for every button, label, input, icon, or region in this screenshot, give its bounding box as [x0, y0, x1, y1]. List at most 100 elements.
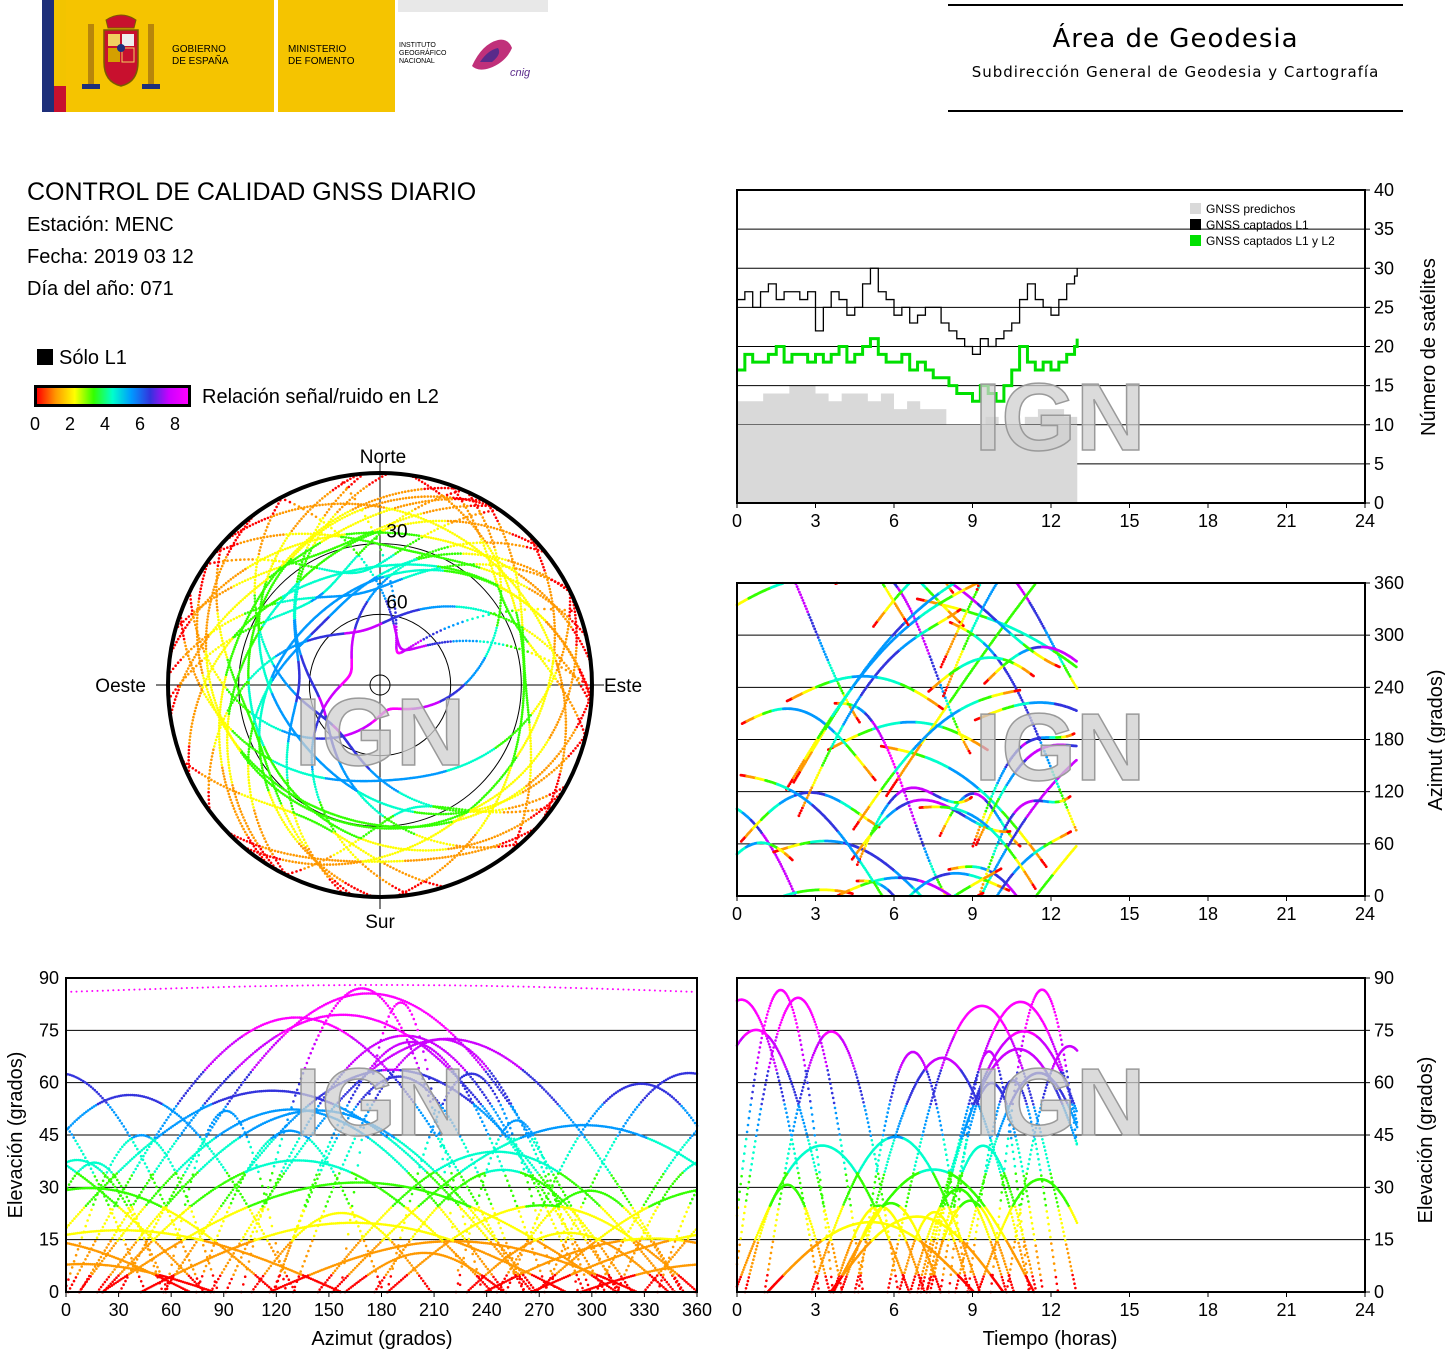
azimuth-track-point: [924, 850, 928, 854]
azimuth-track-point: [787, 879, 791, 883]
elevation-azimuth-point: [265, 1269, 269, 1273]
azimuth-track-point: [796, 587, 800, 591]
azimuth-track-point: [821, 647, 825, 651]
azimuth-track-point: [1000, 791, 1004, 795]
elevation-azimuth-point: [175, 1278, 179, 1282]
azimuth-track-point: [877, 730, 880, 733]
azimuth-track-point: [839, 687, 842, 690]
azimuth-track-point: [996, 840, 1000, 844]
y-tick-label: 30: [39, 1177, 59, 1197]
y-tick-label: 360: [1374, 573, 1404, 593]
elevation-azimuth-point: [336, 1284, 340, 1288]
azimuth-track-point: [828, 663, 832, 667]
azimuth-track-point: [824, 756, 828, 760]
azimuth-track-point: [1043, 629, 1047, 632]
azimuth-track-point: [778, 860, 781, 864]
elevation-azimuth-point: [266, 1208, 270, 1211]
azimuth-track-point: [806, 610, 809, 614]
azimuth-track-point: [909, 807, 912, 811]
azimuth-track-point: [900, 784, 904, 788]
elevation-azimuth-point: [477, 1280, 480, 1283]
elevation-azimuth-point: [385, 1235, 388, 1238]
azimuth-track-point: [972, 841, 976, 845]
azimuth-track-point: [803, 604, 807, 608]
azimuth-track-point: [1075, 659, 1078, 663]
elevation-azimuth-point: [170, 1263, 173, 1267]
azimuth-track-point: [978, 835, 982, 839]
elevation-azimuth-point: [400, 1220, 403, 1224]
elevation-azimuth-point: [344, 1276, 347, 1280]
azimuth-track-point: [818, 768, 822, 772]
azimuth-track-point: [989, 592, 992, 596]
azimuth-track-point: [1010, 678, 1013, 682]
elevation-azimuth-point: [216, 1113, 220, 1117]
y-tick-label: 0: [49, 1282, 59, 1302]
elevation-azimuth-point: [361, 1258, 365, 1262]
elevation-azimuth-point: [391, 1241, 394, 1244]
elevation-azimuth-point: [185, 1272, 189, 1276]
elevation-azimuth-point: [423, 1199, 426, 1203]
station-label: Estación: MENC: [27, 209, 476, 241]
elevation-azimuth-point: [392, 1243, 396, 1246]
azimuth-track-point: [917, 831, 920, 834]
azimuth-track-point: [931, 867, 935, 871]
azimuth-track-point: [1051, 770, 1054, 774]
legend-swatch: [1190, 235, 1201, 246]
azimuth-track-point: [808, 791, 811, 795]
x-tick-label: 6: [889, 511, 899, 531]
elevation-azimuth-point: [404, 1217, 407, 1220]
elevation-azimuth-point: [279, 1252, 282, 1255]
date-label: Fecha: 2019 03 12: [27, 241, 476, 273]
gobierno-panel: [66, 0, 274, 112]
azimuth-track-point: [970, 629, 974, 633]
azimuth-track-point: [1042, 626, 1046, 630]
azimuth-track-point: [884, 743, 887, 747]
azimuth-track-point: [939, 683, 942, 687]
azimuth-track-point: [951, 591, 955, 594]
azimuth-track-point: [776, 858, 780, 862]
azimuth-track-point: [985, 882, 989, 886]
azimuth-track-point: [986, 869, 990, 872]
azimuth-track-point: [979, 833, 983, 837]
elevation-azimuth-point: [270, 1224, 274, 1228]
elevation-azimuth-point: [208, 1124, 212, 1128]
azimuth-track-point: [943, 824, 947, 828]
azimuth-track-point: [815, 633, 819, 636]
azimuth-track-point: [985, 598, 989, 602]
azimuth-track-point: [1033, 727, 1037, 730]
azimuth-track-point: [987, 800, 991, 804]
elevation-azimuth-point: [382, 1237, 386, 1240]
elevation-azimuth-point: [197, 1153, 200, 1157]
azimuth-track-point: [1048, 638, 1052, 641]
elevation-azimuth-point: [340, 1280, 344, 1284]
azimuth-track-point: [845, 698, 848, 702]
azimuth-track-point: [1069, 830, 1072, 834]
azimuth-track-point: [944, 822, 948, 826]
elevation-azimuth-point: [261, 1274, 265, 1278]
azimuth-track-point: [1053, 776, 1057, 780]
azimuth-track-point: [830, 745, 834, 748]
azimuth-track-point: [811, 621, 814, 625]
azimuth-track-point: [831, 742, 835, 746]
azimuth-track-point: [910, 811, 913, 814]
elevation-azimuth-point: [282, 1277, 285, 1281]
azimuth-track-point: [864, 844, 867, 848]
azimuth-track-point: [1062, 664, 1066, 668]
elevation-azimuth-point: [158, 1245, 162, 1248]
azimuth-track-point: [949, 677, 952, 681]
azimuth-track-point: [918, 834, 922, 838]
elevation-azimuth-point: [218, 1111, 222, 1115]
plot-frame: [736, 189, 1366, 504]
azimuth-track-point: [795, 585, 799, 588]
azimuth-track-point: [1075, 709, 1078, 712]
azimuth-track-point: [881, 738, 885, 742]
azimuth-track-point: [828, 749, 831, 753]
elevation-azimuth-point: [387, 1237, 390, 1240]
azimuth-track-point: [998, 859, 1002, 862]
x-tick-label: 180: [366, 1300, 396, 1320]
elevation-azimuth-point: [172, 1258, 175, 1262]
azimuth-track-point: [1074, 744, 1078, 748]
azimuth-track-point: [961, 624, 965, 628]
azimuth-track-point: [1018, 694, 1022, 697]
